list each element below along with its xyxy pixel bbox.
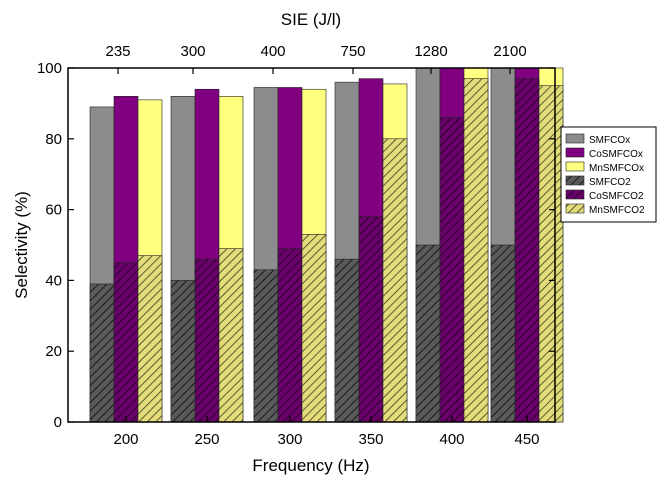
bar-cosmfco2-400 (439, 117, 465, 423)
bar-mnsmfco2-450 (538, 85, 564, 423)
bar-mnsmfco2-250 (218, 248, 244, 423)
legend-swatch-mnsmfcox (565, 161, 585, 172)
bar-smfco2-400 (415, 244, 441, 423)
bar-smfco2-300 (253, 269, 279, 423)
bar-mnsmfco2-350 (382, 138, 408, 423)
bar-mnsmfco2-300 (301, 234, 327, 423)
top-tick-label: 400 (260, 43, 285, 60)
x-tick-label: 450 (514, 431, 539, 448)
bar-cosmfco2-350 (358, 216, 384, 423)
bar-smfco2-200 (89, 283, 115, 423)
top-tick-label: 750 (340, 43, 365, 60)
x-axis-ticks: 200 250 300 350 400 450 (113, 416, 540, 448)
y-tick-label: 100 (37, 60, 62, 77)
bar-mnsmfco2-400 (463, 78, 489, 423)
bar-smfco2-250 (170, 280, 196, 423)
plot-frame (67, 67, 556, 423)
bar-cosmfco2-300 (277, 248, 303, 423)
y-tick-label: 20 (45, 343, 62, 360)
legend-label-cosmfcox: CoSMFCOx (589, 149, 643, 160)
legend-label-smfcox: SMFCOx (589, 135, 630, 146)
y-axis-title: Selectivity (%) (12, 191, 31, 299)
legend-label-mnsmfcox: MnSMFCOx (589, 163, 644, 174)
x-tick-label: 400 (439, 431, 464, 448)
top-axis-title: SIE (J/l) (281, 10, 341, 29)
bar-smfco2-450 (490, 244, 516, 423)
bar-cosmfco2-200 (113, 262, 139, 423)
x-axis-title: Frequency (Hz) (252, 456, 369, 475)
legend-label-cosmfco2: CoSMFCO2 (589, 191, 644, 202)
legend-label-mnsmfco2: MnSMFCO2 (589, 205, 645, 216)
top-tick-label: 2100 (493, 43, 526, 60)
y-tick-label: 0 (54, 414, 62, 431)
legend-swatch-smfco2 (565, 175, 585, 186)
top-tick-label: 300 (180, 43, 205, 60)
bar-smfco2-350 (334, 258, 360, 423)
bar-cosmfco2-250 (194, 258, 220, 423)
x-tick-label: 300 (277, 431, 302, 448)
top-tick-label: 1280 (414, 43, 447, 60)
bar-cosmfco2-450 (514, 78, 540, 423)
bar-mnsmfco2-200 (137, 255, 163, 423)
legend-swatch-mnsmfco2 (565, 203, 585, 214)
top-axis-ticks: 235 300 400 750 1280 2100 (105, 43, 527, 74)
legend-swatch-smfcox (565, 133, 585, 144)
legend-swatch-cosmfco2 (565, 189, 585, 200)
y-tick-label: 40 (45, 272, 62, 289)
bars-group (89, 67, 564, 423)
y-tick-label: 60 (45, 202, 62, 219)
legend: SMFCOx CoSMFCOx MnSMFCOx SMFCO2 CoSMFCO2 MnSM… (560, 126, 657, 223)
x-tick-label: 200 (113, 431, 138, 448)
x-tick-label: 250 (194, 431, 219, 448)
y-tick-label: 80 (45, 131, 62, 148)
top-tick-label: 235 (105, 43, 130, 60)
legend-label-smfco2: SMFCO2 (589, 177, 631, 188)
y-axis-ticks: 0 20 40 60 80 100 (37, 60, 555, 431)
x-tick-label: 350 (358, 431, 383, 448)
legend-swatch-cosmfcox (565, 147, 585, 158)
